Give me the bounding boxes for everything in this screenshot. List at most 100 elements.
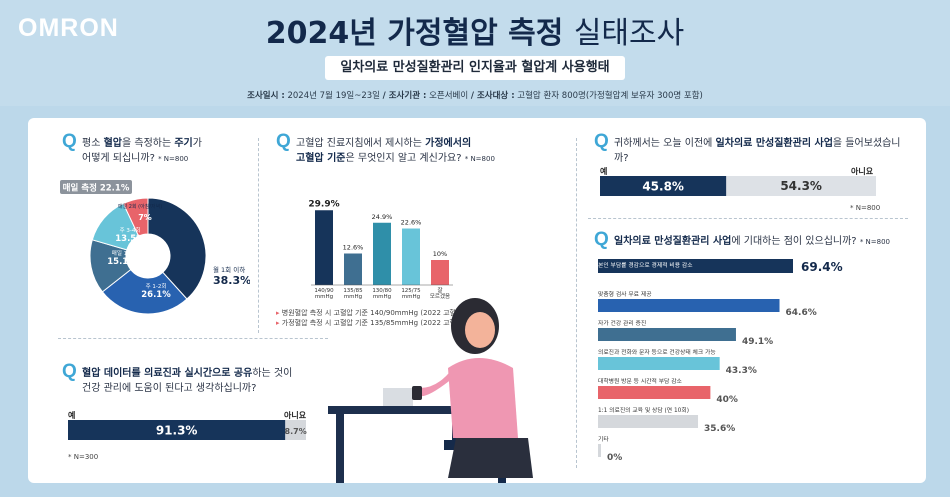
- q5-bar-chart: 본인 부담률 경감으로 경제적 비용 감소 69.4% 맞춤형 검사 무료 제공 64…: [598, 259, 843, 463]
- q2-legend2: 가정혈압 측정 시 고혈압 기준 135/85mmHg (2022 고혈압 진료…: [281, 319, 494, 327]
- desk-leg-icon: [336, 414, 344, 483]
- q3-no-label: 아니요: [284, 411, 307, 420]
- q5-question: Q 일차의료 만성질환관리 사업에 기대하는 점이 있으십니까? * N=800: [594, 230, 914, 250]
- divider: [258, 138, 259, 333]
- q3-bar-chart: 91.3% 8.7%: [68, 420, 307, 440]
- bar: [598, 328, 736, 341]
- q4-line1-bold: 일차의료 만성질환관리 사업: [715, 138, 833, 149]
- meta-org-label: / 조사기관 :: [382, 91, 427, 101]
- donut-value: 38.3%: [213, 274, 250, 287]
- q4-bar-chart: 45.8% 54.3%: [600, 176, 876, 196]
- category-label: 자가 건강 관리 증진: [598, 319, 646, 327]
- no-bar: [285, 420, 306, 440]
- donut-value: 13.5%: [115, 234, 145, 244]
- subtitle: 일차의료 만성질환관리 인지율과 혈압계 사용행태: [325, 56, 625, 80]
- legend-marker-icon: ▸: [276, 309, 280, 317]
- content-panel: Q 평소 혈압을 측정하는 주기가 어떻게 되십니까? * N=800 월 1회 …: [28, 118, 926, 483]
- q4-yes-label: 예: [600, 167, 608, 176]
- q5-n: * N=800: [859, 238, 890, 246]
- q2-q-icon: Q: [276, 131, 291, 152]
- donut-value: 7%: [138, 213, 152, 222]
- donut-label: 매일 1회: [112, 249, 132, 257]
- tick-label: 모르겠음: [430, 293, 450, 300]
- bar: [402, 228, 420, 285]
- omron-logo: OMRON: [18, 14, 119, 42]
- meta-date: 2024년 7월 19일~23일: [287, 91, 380, 101]
- q3-line1-bold: 혈압 데이터를 의료진과 실시간으로 공유: [82, 368, 253, 379]
- category-label: 의료진과 전화와 문자 등으로 건강상태 체크 가능: [598, 348, 716, 356]
- tick-label: 135/85: [343, 288, 363, 294]
- bar: [598, 415, 699, 428]
- q1-text2: 을 측정하는: [122, 138, 175, 149]
- bar: [598, 386, 711, 399]
- survey-meta: 조사일시 : 2024년 7월 19일~23일 / 조사기관 : 오픈서베이 /…: [0, 89, 950, 101]
- bar-value-label: 24.9%: [372, 213, 393, 221]
- meta-target-label: / 조사대상 :: [470, 91, 515, 101]
- q4-no-label: 아니요: [851, 167, 874, 176]
- bar: [344, 253, 362, 285]
- meta-org: 오픈서베이: [429, 91, 469, 101]
- tick-label: 140/90: [314, 288, 334, 294]
- header: OMRON 2024년 가정혈압 측정 실태조사 일차의료 만성질환관리 인지율…: [0, 0, 950, 106]
- bar-value-label: 49.1%: [742, 337, 773, 347]
- no-value: 8.7%: [285, 427, 307, 436]
- donut-value: 15.1%: [107, 257, 137, 267]
- donut-slice: [122, 197, 149, 237]
- category-label: 1:1 의료진의 교육 및 상담 (연 10회): [598, 406, 689, 414]
- yes-value: 45.8%: [642, 180, 684, 194]
- tick-label: 125/75: [401, 288, 421, 294]
- q2-question: Q 고혈압 진료지침에서 제시하는 가정에서의 고혈압 기준은 무엇인지 알고 계…: [276, 131, 536, 167]
- bar-value-label: 40%: [716, 395, 738, 405]
- divider: [588, 218, 908, 219]
- bar-value-label: 22.6%: [401, 219, 422, 227]
- bar-value-label: 12.6%: [343, 244, 364, 252]
- shirt-icon: [448, 358, 518, 438]
- q4-line1: 귀하께서는 오늘 이전에: [614, 138, 716, 149]
- bar-value-label: 29.9%: [308, 199, 339, 209]
- category-label: 본인 부담률 경감으로 경제적 비용 감소: [598, 261, 693, 269]
- bar-value-label: 10%: [433, 250, 447, 258]
- q1-text3: 가: [192, 138, 202, 149]
- donut-label: 주 3-4회: [120, 226, 141, 234]
- bar: [315, 210, 333, 285]
- q2-bar-chart: 29.9%140/90mmHg12.6%135/85mmHg24.9%130/8…: [308, 199, 453, 300]
- page-title: 2024년 가정혈압 측정 실태조사: [0, 8, 950, 52]
- legend-marker-icon: ▸: [276, 319, 280, 327]
- callout-box: [60, 180, 132, 194]
- q2-line1: 고혈압 진료지침에서 제시하는: [296, 138, 426, 149]
- meta-date-label: 조사일시 :: [247, 91, 285, 101]
- q5-line1: 에 기대하는 점이 있으십니까?: [731, 236, 857, 247]
- desk-icon: [328, 406, 478, 414]
- q5-line1-bold: 일차의료 만성질환관리 사업: [614, 236, 732, 247]
- q4-n: * N=800: [850, 204, 881, 212]
- q2-n: * N=800: [464, 155, 495, 163]
- q3-q-icon: Q: [62, 361, 77, 382]
- category-label: 대학병원 방문 등 시간적 부담 감소: [598, 377, 683, 385]
- bar: [431, 260, 449, 285]
- paper-icon: [383, 388, 413, 406]
- donut-label: 주 1-2회: [146, 282, 167, 290]
- q1-line2: 어떻게 되십니까?: [82, 153, 155, 164]
- q3-line1: 하는 것이: [252, 368, 293, 379]
- donut-slice: [101, 268, 188, 315]
- bar-value-label: 35.6%: [704, 424, 735, 434]
- q1-text-bold: 혈압: [103, 138, 122, 149]
- no-value: 54.3%: [780, 179, 822, 193]
- tick-label: mmHg: [344, 294, 362, 300]
- tick-label: mmHg: [402, 294, 420, 300]
- q4-line1-tail: 을 들어보셨습니까?: [614, 138, 901, 164]
- title-part2: 실태조사: [573, 16, 685, 51]
- q1-text-bold2: 주기: [174, 138, 193, 149]
- donut-label: 매일 2회 (아침/저녁): [118, 203, 162, 210]
- cuff-icon: [412, 386, 422, 400]
- q1-q-icon: Q: [62, 131, 77, 152]
- q3-question: Q 혈압 데이터를 의료진과 실시간으로 공유하는 것이 건강 관리에 도움이 된…: [62, 361, 352, 396]
- bar: [598, 299, 780, 312]
- bar: [598, 259, 793, 273]
- q1-n: * N=800: [158, 155, 189, 163]
- q2-line2-bold: 고혈압 기준: [296, 153, 346, 164]
- bar: [373, 222, 391, 285]
- bar: [598, 357, 720, 370]
- tick-label: 130/80: [372, 288, 392, 294]
